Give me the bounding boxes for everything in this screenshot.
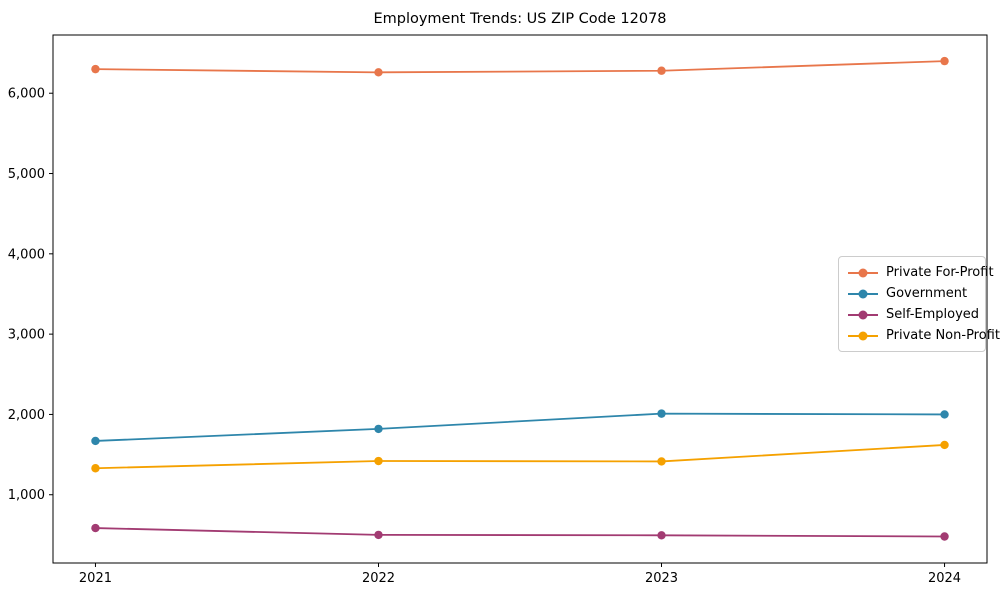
- data-point: [374, 530, 383, 540]
- data-point: [91, 436, 100, 446]
- y-axis-tick-label: 3,000: [8, 328, 45, 343]
- legend-item: Private Non-Profit: [848, 327, 1000, 344]
- chart-title: Employment Trends: US ZIP Code 12078: [373, 11, 667, 27]
- legend-item: Government: [848, 285, 976, 302]
- y-axis-tick-label: 6,000: [8, 87, 45, 102]
- x-axis-tick-label: 2022: [362, 571, 395, 586]
- line-marker-icon: [848, 309, 878, 321]
- data-point: [657, 457, 666, 466]
- data-point: [374, 424, 383, 434]
- data-point: [91, 64, 100, 74]
- data-point: [657, 66, 666, 75]
- legend-label: Self-Employed: [886, 307, 980, 322]
- y-axis-tick-label: 1,000: [8, 488, 45, 503]
- y-axis-tick-label: 5,000: [8, 167, 45, 182]
- x-axis-tick-label: 2023: [645, 571, 678, 586]
- data-point: [91, 464, 100, 473]
- x-axis-tick-label: 2024: [928, 571, 961, 586]
- legend-label: Private For-Profit: [886, 265, 994, 280]
- data-point: [374, 456, 383, 466]
- data-point: [374, 68, 383, 77]
- line-marker-icon: [848, 330, 878, 342]
- legend-item: Private For-Profit: [848, 264, 994, 281]
- x-axis-tick-label: 2021: [79, 571, 112, 586]
- legend: Private For-Profit Government Self-Emplo…: [838, 256, 1000, 352]
- series-line: [95, 412, 945, 442]
- data-point: [940, 532, 949, 541]
- y-axis-tick-label: 2,000: [8, 408, 45, 423]
- line-marker-icon: [848, 267, 878, 279]
- data-point: [940, 410, 949, 419]
- plot-area-spines: [52, 34, 988, 564]
- series-line: [95, 60, 945, 74]
- data-point: [91, 523, 100, 533]
- data-point: [657, 531, 666, 540]
- series-line: [95, 444, 945, 470]
- data-point: [940, 56, 949, 66]
- legend-item: Self-Employed: [848, 306, 980, 323]
- legend-label: Government: [886, 286, 968, 301]
- legend-label: Private Non-Profit: [886, 328, 1000, 343]
- series-line: [95, 527, 945, 538]
- y-axis-tick-label: 4,000: [8, 247, 45, 262]
- data-point: [940, 440, 949, 450]
- data-point: [657, 409, 666, 418]
- line-marker-icon: [848, 288, 878, 300]
